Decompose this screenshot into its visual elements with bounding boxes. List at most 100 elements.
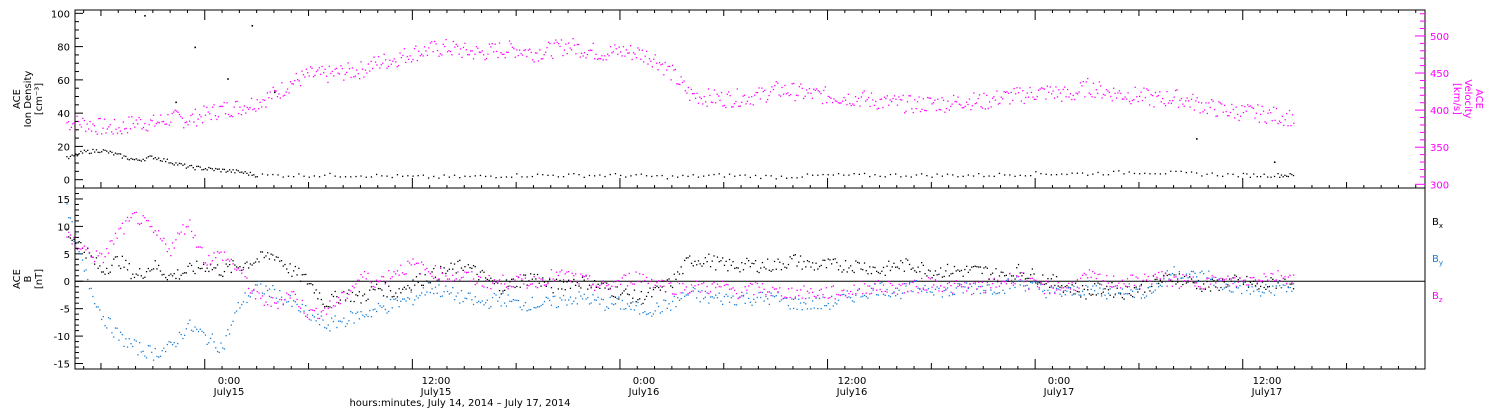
velocity-point bbox=[92, 123, 94, 125]
bx-point bbox=[1031, 268, 1033, 270]
bz-point bbox=[1009, 272, 1011, 274]
bz-point bbox=[80, 248, 82, 250]
velocity-point bbox=[380, 64, 382, 66]
bx-point bbox=[818, 265, 821, 268]
bz-point bbox=[1012, 284, 1014, 286]
bx-point bbox=[718, 261, 720, 263]
bx-point bbox=[936, 274, 938, 276]
velocity-point bbox=[106, 128, 108, 130]
bz-point bbox=[293, 290, 295, 293]
bx-point bbox=[722, 257, 724, 259]
by-point bbox=[1007, 278, 1009, 280]
bz-point bbox=[1206, 278, 1208, 280]
velocity-point bbox=[591, 49, 593, 52]
by-point bbox=[350, 311, 352, 313]
bx-point bbox=[583, 279, 585, 281]
density-point bbox=[485, 175, 487, 178]
legend-bx: Bx bbox=[1432, 217, 1443, 230]
by-point bbox=[511, 300, 513, 303]
bx-point bbox=[97, 267, 99, 269]
bx-point bbox=[530, 273, 532, 275]
by-point bbox=[317, 313, 319, 315]
bz-point bbox=[703, 282, 705, 284]
density-point bbox=[620, 174, 622, 177]
density-point bbox=[557, 176, 559, 178]
velocity-point bbox=[90, 130, 93, 132]
bz-point bbox=[818, 289, 821, 292]
velocity-point bbox=[885, 97, 887, 100]
bz-point bbox=[1282, 277, 1284, 280]
bx-point bbox=[298, 267, 300, 269]
bz-point bbox=[642, 273, 644, 276]
density-point bbox=[926, 175, 928, 177]
bz-point bbox=[881, 291, 883, 293]
bx-point bbox=[590, 287, 592, 289]
bx-point bbox=[1094, 283, 1096, 285]
by-point bbox=[1014, 286, 1016, 289]
bx-point bbox=[216, 264, 219, 266]
bz-point bbox=[1090, 276, 1092, 278]
by-point bbox=[1258, 290, 1260, 293]
velocity-point bbox=[230, 115, 232, 117]
by-point bbox=[888, 295, 890, 297]
density-point bbox=[256, 176, 258, 178]
bx-point bbox=[1156, 278, 1158, 280]
bx-point bbox=[1036, 283, 1039, 285]
by-point bbox=[346, 323, 348, 325]
by-point bbox=[568, 299, 570, 301]
by-point bbox=[101, 318, 103, 321]
velocity-point bbox=[901, 99, 903, 101]
bz-point bbox=[438, 278, 440, 280]
bx-point bbox=[547, 281, 549, 283]
density-point bbox=[140, 160, 142, 162]
density-point bbox=[734, 175, 736, 177]
velocity-point bbox=[526, 55, 528, 58]
bx-point bbox=[616, 286, 618, 288]
velocity-point bbox=[428, 47, 430, 49]
bz-point bbox=[149, 226, 151, 228]
density-point bbox=[993, 175, 995, 177]
density-point bbox=[365, 176, 367, 178]
by-point bbox=[225, 335, 227, 337]
by-point bbox=[320, 315, 322, 317]
bz-point bbox=[822, 294, 824, 296]
bx-point bbox=[1145, 280, 1148, 283]
density-point bbox=[438, 177, 440, 179]
density-point bbox=[350, 176, 352, 178]
velocity-point bbox=[233, 106, 235, 108]
density-point bbox=[853, 173, 855, 175]
velocity-point bbox=[126, 132, 129, 134]
density-point bbox=[192, 167, 194, 169]
by-point bbox=[943, 290, 945, 292]
by-point bbox=[682, 292, 684, 294]
by-point bbox=[550, 304, 553, 306]
velocity-point bbox=[99, 117, 101, 120]
bz-point bbox=[640, 281, 642, 283]
by-point bbox=[749, 301, 751, 303]
velocity-point bbox=[467, 54, 469, 56]
bz-point bbox=[1149, 280, 1151, 282]
bz-point bbox=[694, 285, 696, 287]
by-point bbox=[557, 306, 559, 308]
bz-point bbox=[554, 280, 556, 282]
bz-point bbox=[1225, 278, 1227, 280]
by-point bbox=[1280, 287, 1283, 289]
x-tick-label-3-time: 12:00 bbox=[838, 376, 867, 387]
by-point bbox=[625, 307, 627, 310]
bx-point bbox=[796, 265, 798, 267]
bx-point bbox=[578, 285, 580, 287]
by-point bbox=[765, 295, 767, 298]
velocity-point bbox=[831, 101, 834, 104]
bx-point bbox=[806, 260, 809, 262]
density-point bbox=[396, 174, 399, 176]
bx-point bbox=[521, 280, 523, 282]
by-point bbox=[73, 240, 75, 242]
bz-point bbox=[410, 264, 412, 266]
bx-point bbox=[1249, 281, 1251, 283]
bx-point bbox=[305, 273, 307, 276]
bz-point bbox=[793, 298, 795, 300]
by-point bbox=[130, 343, 132, 345]
bx-point bbox=[957, 269, 959, 271]
bz-point bbox=[436, 279, 438, 281]
bz-point bbox=[609, 288, 611, 290]
